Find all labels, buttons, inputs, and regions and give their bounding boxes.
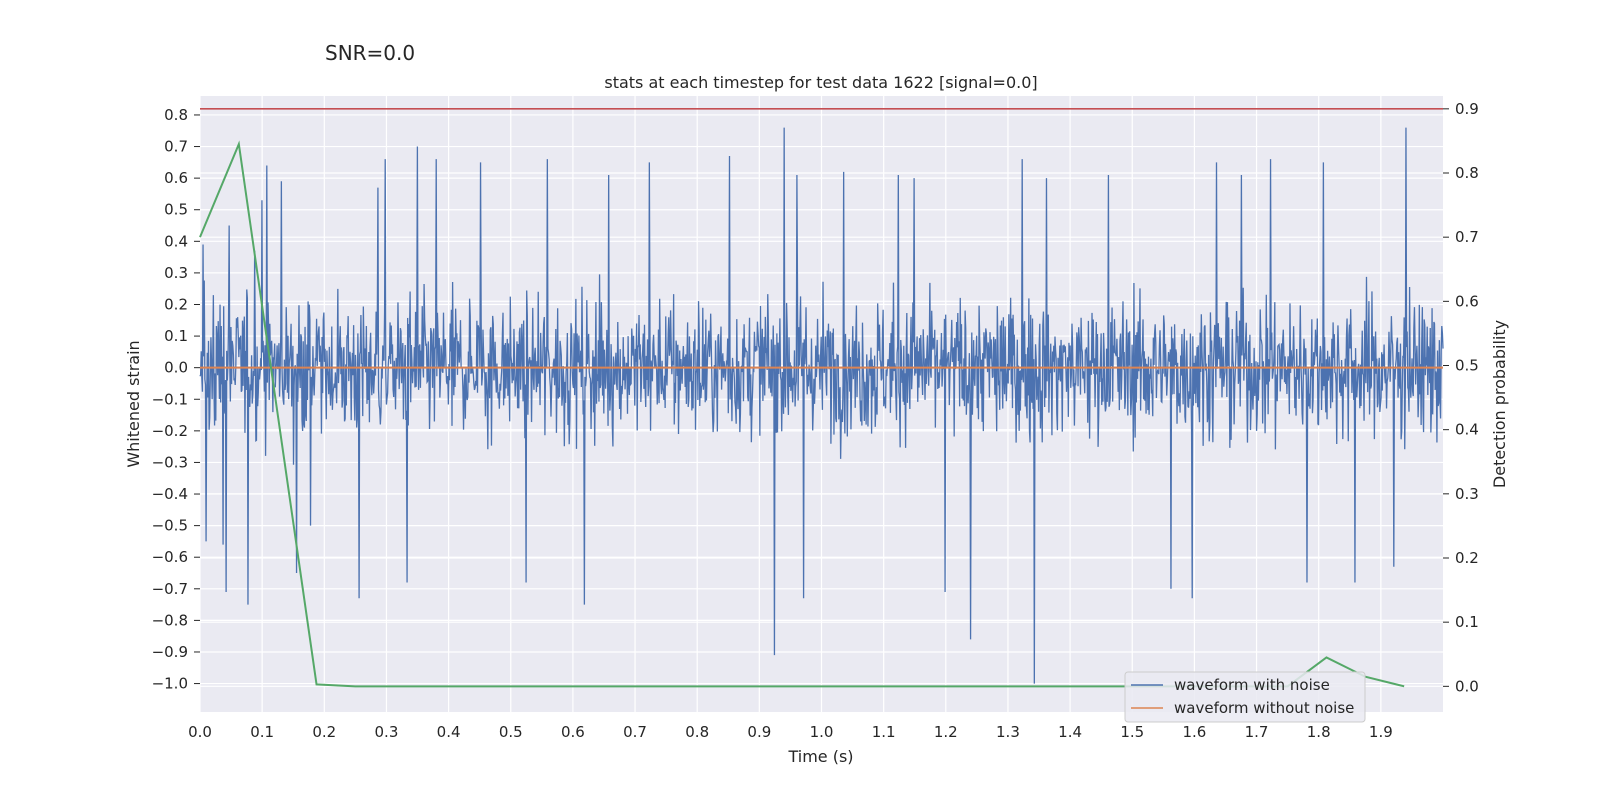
x-tick-label: 1.7 bbox=[1245, 723, 1269, 741]
y2-tick-label: 0.9 bbox=[1455, 100, 1479, 118]
y-tick-label: −0.7 bbox=[152, 580, 188, 598]
x-tick-label: 0.7 bbox=[623, 723, 647, 741]
y2-tick-label: 0.7 bbox=[1455, 228, 1479, 246]
x-tick-label: 0.4 bbox=[437, 723, 461, 741]
y2-tick-label: 0.8 bbox=[1455, 164, 1479, 182]
x-tick-label: 1.9 bbox=[1369, 723, 1393, 741]
y-tick-label: 0.2 bbox=[164, 295, 188, 313]
x-tick-label: 1.2 bbox=[934, 723, 958, 741]
y-tick-label: −0.9 bbox=[152, 643, 188, 661]
x-axis-label: Time (s) bbox=[787, 747, 853, 766]
x-tick-label: 1.4 bbox=[1058, 723, 1082, 741]
y2-tick-label: 0.4 bbox=[1455, 421, 1479, 439]
y-tick-label: −0.6 bbox=[152, 548, 188, 566]
y-tick-label: −0.2 bbox=[152, 422, 188, 440]
y-tick-label: 0.1 bbox=[164, 327, 188, 345]
x-tick-label: 1.3 bbox=[996, 723, 1020, 741]
noise-waveform-line bbox=[199, 127, 1444, 684]
x-tick-label: 1.1 bbox=[872, 723, 896, 741]
x-tick-label: 0.6 bbox=[561, 723, 585, 741]
y-tick-label: −0.3 bbox=[152, 453, 188, 471]
x-tick-label: 0.3 bbox=[375, 723, 399, 741]
y-tick-label: 0.3 bbox=[164, 264, 188, 282]
legend: waveform with noise waveform without noi… bbox=[1124, 671, 1366, 723]
y-axis-label: Whitened strain bbox=[124, 340, 143, 467]
legend-label-noise: waveform with noise bbox=[1174, 676, 1330, 694]
y-tick-label: −0.5 bbox=[152, 517, 188, 535]
x-tick-label: 0.2 bbox=[312, 723, 336, 741]
legend-label-clean: waveform without noise bbox=[1174, 699, 1354, 717]
y2-tick-label: 0.5 bbox=[1455, 357, 1479, 375]
y2-tick-label: 0.0 bbox=[1455, 677, 1479, 695]
y-tick-label: −0.4 bbox=[152, 485, 188, 503]
y-tick-label: 0.0 bbox=[164, 359, 188, 377]
x-tick-label: 0.0 bbox=[188, 723, 212, 741]
x-tick-label: 0.1 bbox=[250, 723, 274, 741]
legend-box bbox=[1124, 671, 1366, 723]
y2-tick-label: 0.6 bbox=[1455, 292, 1479, 310]
y2-tick-label: 0.1 bbox=[1455, 613, 1479, 631]
x-tick-label: 1.6 bbox=[1182, 723, 1206, 741]
y-tick-label: 0.4 bbox=[164, 232, 188, 250]
y-tick-label: 0.6 bbox=[164, 169, 188, 187]
x-tick-label: 0.5 bbox=[499, 723, 523, 741]
x-tick-label: 0.8 bbox=[685, 723, 709, 741]
y-tick-label: −1.0 bbox=[152, 675, 188, 693]
x-tick-label: 0.9 bbox=[747, 723, 771, 741]
y-tick-label: 0.7 bbox=[164, 138, 188, 156]
chart-title: stats at each timestep for test data 162… bbox=[604, 73, 1037, 92]
y-tick-label: 0.8 bbox=[164, 106, 188, 124]
y2-tick-label: 0.2 bbox=[1455, 549, 1479, 567]
x-tick-label: 1.8 bbox=[1307, 723, 1331, 741]
y-tick-label: −0.8 bbox=[152, 611, 188, 629]
x-tick-label: 1.5 bbox=[1120, 723, 1144, 741]
snr-label: SNR=0.0 bbox=[325, 41, 416, 65]
y2-tick-label: 0.3 bbox=[1455, 485, 1479, 503]
y2-axis-label: Detection probability bbox=[1490, 320, 1509, 488]
y-tick-label: 0.5 bbox=[164, 201, 188, 219]
x-tick-label: 1.0 bbox=[810, 723, 834, 741]
y-tick-label: −0.1 bbox=[152, 390, 188, 408]
